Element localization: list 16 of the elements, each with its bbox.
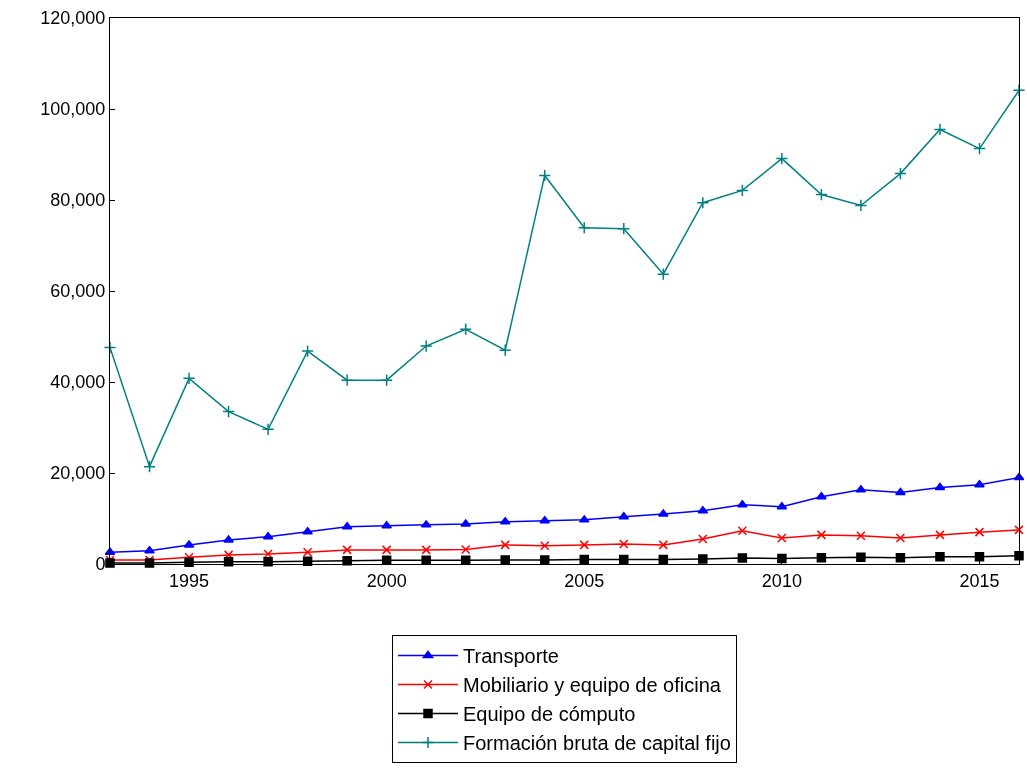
legend-label: Formación bruta de capital fijo bbox=[463, 732, 731, 755]
legend-label: Equipo de cómputo bbox=[463, 703, 636, 726]
x-tick-label: 2005 bbox=[564, 570, 605, 591]
y-tick-label: 60,000 bbox=[50, 281, 106, 302]
legend-label: Transporte bbox=[463, 645, 559, 668]
y-tick-label: 80,000 bbox=[50, 190, 106, 211]
x-tick-label: 2010 bbox=[761, 570, 802, 591]
y-tick-label: 120,000 bbox=[40, 8, 106, 29]
y-tick-label: 0 bbox=[95, 554, 106, 575]
legend-label: Mobiliario y equipo de oficina bbox=[463, 674, 722, 697]
y-tick-label: 20,000 bbox=[50, 463, 106, 484]
x-tick-label: 1995 bbox=[169, 570, 210, 591]
x-tick-label: 2015 bbox=[959, 570, 1000, 591]
x-tick-label: 2000 bbox=[366, 570, 407, 591]
y-tick-label: 100,000 bbox=[40, 99, 106, 120]
y-tick-label: 40,000 bbox=[50, 372, 106, 393]
